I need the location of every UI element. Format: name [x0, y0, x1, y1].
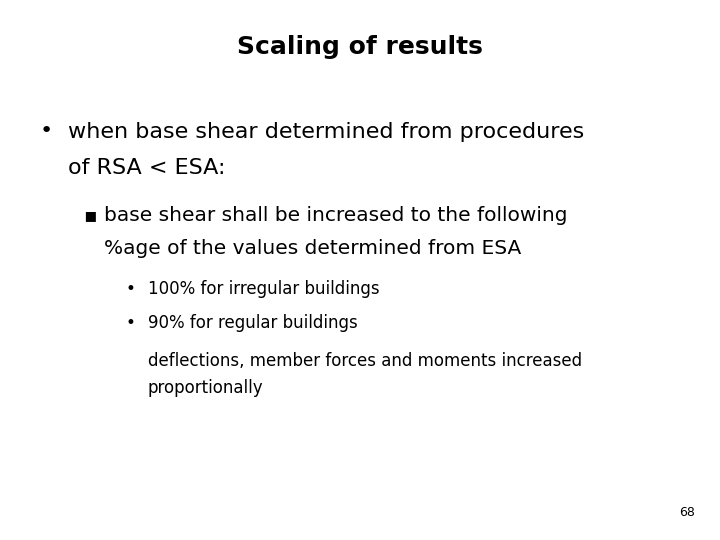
Text: proportionally: proportionally [148, 379, 264, 397]
Text: 90% for regular buildings: 90% for regular buildings [148, 314, 357, 332]
Text: •: • [40, 122, 53, 141]
Text: •: • [126, 280, 136, 298]
Text: Scaling of results: Scaling of results [237, 35, 483, 59]
Text: 100% for irregular buildings: 100% for irregular buildings [148, 280, 379, 298]
Text: %age of the values determined from ESA: %age of the values determined from ESA [104, 239, 522, 258]
Text: 68: 68 [679, 507, 695, 519]
Text: ▪: ▪ [83, 206, 96, 225]
Text: when base shear determined from procedures: when base shear determined from procedur… [68, 122, 585, 141]
Text: deflections, member forces and moments increased: deflections, member forces and moments i… [148, 352, 582, 370]
Text: base shear shall be increased to the following: base shear shall be increased to the fol… [104, 206, 568, 225]
Text: of RSA < ESA:: of RSA < ESA: [68, 158, 226, 178]
Text: •: • [126, 314, 136, 332]
